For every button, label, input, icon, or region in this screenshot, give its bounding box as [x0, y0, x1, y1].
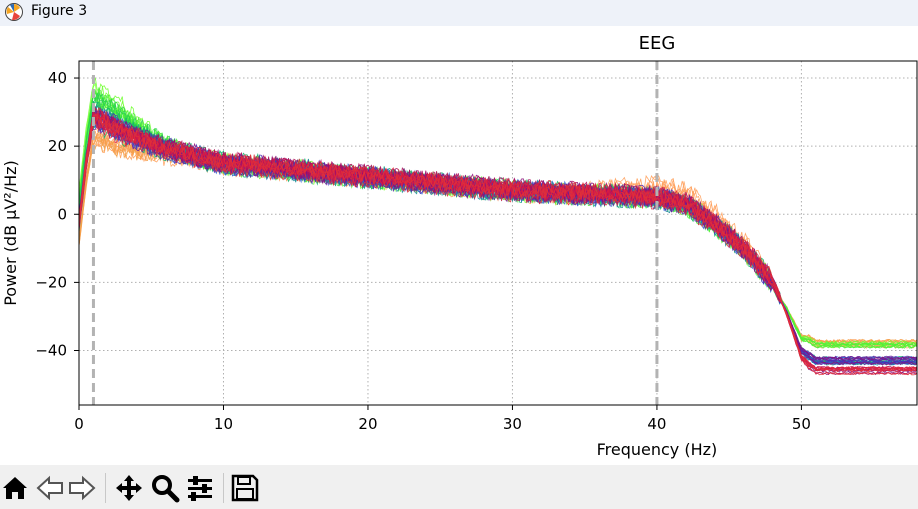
floppy-disk-icon	[231, 474, 259, 502]
y-tick-label: 40	[48, 69, 67, 87]
title-bar: Figure 3	[0, 0, 918, 26]
matplotlib-icon	[5, 3, 23, 21]
y-tick-label: 20	[48, 137, 67, 155]
psd-series-line	[78, 77, 918, 346]
psd-series-line	[78, 92, 918, 347]
move-icon	[116, 475, 142, 501]
psd-series-line	[78, 94, 918, 349]
eeg-psd-plot[interactable]: 0 10 20 30 40 50 40 20 0 −20 −40 EEG Frequency (Hz…	[0, 26, 918, 465]
x-tick-label: 40	[647, 415, 666, 433]
back-button[interactable]	[35, 473, 65, 503]
psd-series-line	[78, 82, 918, 345]
psd-series-line	[78, 92, 918, 346]
x-tick-label: 10	[214, 415, 233, 433]
toolbar-separator	[105, 473, 106, 503]
psd-series-line	[78, 100, 918, 346]
y-tick-label: −40	[35, 342, 67, 360]
forward-arrow-icon	[69, 475, 96, 501]
psd-series-line	[78, 87, 918, 347]
psd-series-line	[78, 106, 918, 373]
home-button[interactable]	[0, 473, 30, 503]
psd-lines	[78, 77, 918, 376]
forward-button[interactable]	[67, 473, 97, 503]
y-axis-label: Power (dB μV²/Hz)	[1, 160, 20, 306]
pan-button[interactable]	[114, 473, 144, 503]
save-button[interactable]	[230, 473, 260, 503]
figure-canvas[interactable]: 0 10 20 30 40 50 40 20 0 −20 −40 EEG Frequency (Hz…	[0, 26, 918, 465]
back-arrow-icon	[36, 475, 63, 501]
axes-frame	[78, 60, 918, 406]
psd-series-line	[78, 114, 918, 370]
psd-series-line	[78, 117, 918, 376]
x-tick-label: 0	[74, 415, 84, 433]
frequency-markers	[91, 61, 659, 405]
x-axis-label: Frequency (Hz)	[597, 440, 718, 459]
psd-series-line	[78, 88, 918, 349]
psd-series-line	[78, 96, 918, 349]
x-tick-label: 50	[792, 415, 811, 433]
configure-subplots-button[interactable]	[185, 473, 215, 503]
zoom-button[interactable]	[150, 473, 180, 503]
y-tick-label: 0	[57, 205, 67, 223]
chart-title: EEG	[639, 33, 676, 54]
search-icon	[152, 475, 180, 503]
toolbar-separator	[223, 473, 224, 503]
psd-series-line	[78, 105, 918, 360]
x-tick-label: 20	[358, 415, 377, 433]
sliders-icon	[188, 476, 212, 501]
home-icon	[3, 477, 27, 499]
psd-series-line	[78, 91, 918, 363]
x-tick-label: 30	[503, 415, 522, 433]
axis-ticks: 0 10 20 30 40 50 40 20 0 −20 −40	[35, 69, 811, 433]
window-title: Figure 3	[31, 3, 88, 19]
navigation-toolbar	[0, 465, 918, 509]
y-tick-label: −20	[35, 273, 67, 291]
psd-series-line	[78, 106, 918, 360]
grid	[78, 61, 917, 405]
